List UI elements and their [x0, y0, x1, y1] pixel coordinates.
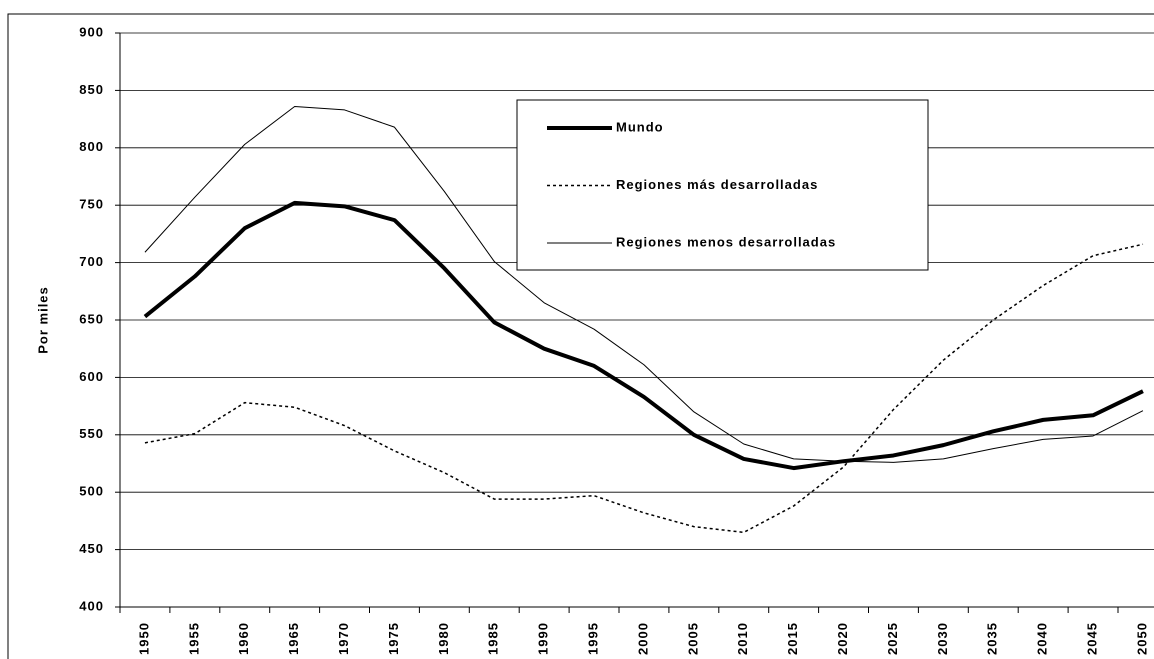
series-line — [143, 200, 1144, 471]
x-tick-label: 2010 — [735, 622, 750, 655]
x-tick-label: 2050 — [1134, 622, 1149, 655]
x-tick-label: 2020 — [835, 622, 850, 655]
x-tick-label: 1965 — [286, 622, 301, 655]
y-tick-label: 400 — [79, 598, 104, 613]
x-tick-label: 1995 — [585, 622, 600, 655]
legend-label: Regiones menos desarrolladas — [616, 234, 836, 249]
y-axis-title: Por miles — [35, 286, 50, 354]
x-tick-label: 1955 — [186, 622, 201, 655]
x-tick-label: 1985 — [486, 622, 501, 655]
x-tick-label: 1970 — [336, 622, 351, 655]
series-line — [144, 243, 1144, 534]
x-tick-label: 2045 — [1084, 622, 1099, 655]
x-tick-label: 2025 — [885, 622, 900, 655]
x-tick-label: 1960 — [236, 622, 251, 655]
legend-label: Regiones más desarrolladas — [616, 177, 818, 192]
y-tick-label: 850 — [79, 82, 104, 97]
x-tick-label: 2005 — [685, 622, 700, 655]
x-tick-label: 2035 — [985, 622, 1000, 655]
x-tick-label: 1980 — [436, 622, 451, 655]
y-tick-label: 650 — [79, 311, 104, 326]
y-tick-label: 700 — [79, 254, 104, 269]
x-tick-label: 2015 — [785, 622, 800, 655]
legend-label: Mundo — [616, 119, 664, 134]
x-tick-label: 1990 — [536, 622, 551, 655]
series-line — [144, 105, 1144, 463]
y-tick-label: 900 — [79, 24, 104, 39]
x-tick-label: 2030 — [935, 622, 950, 655]
x-tick-label: 1950 — [136, 622, 151, 655]
y-tick-label: 500 — [79, 484, 104, 499]
x-tick-label: 2000 — [635, 622, 650, 655]
y-tick-label: 550 — [79, 426, 104, 441]
y-tick-label: 750 — [79, 197, 104, 212]
x-tick-label: 1975 — [386, 622, 401, 655]
x-tick-label: 2040 — [1035, 622, 1050, 655]
y-tick-label: 600 — [79, 369, 104, 384]
chart-border — [7, 13, 1154, 659]
y-tick-label: 450 — [79, 541, 104, 556]
y-tick-label: 800 — [79, 139, 104, 154]
